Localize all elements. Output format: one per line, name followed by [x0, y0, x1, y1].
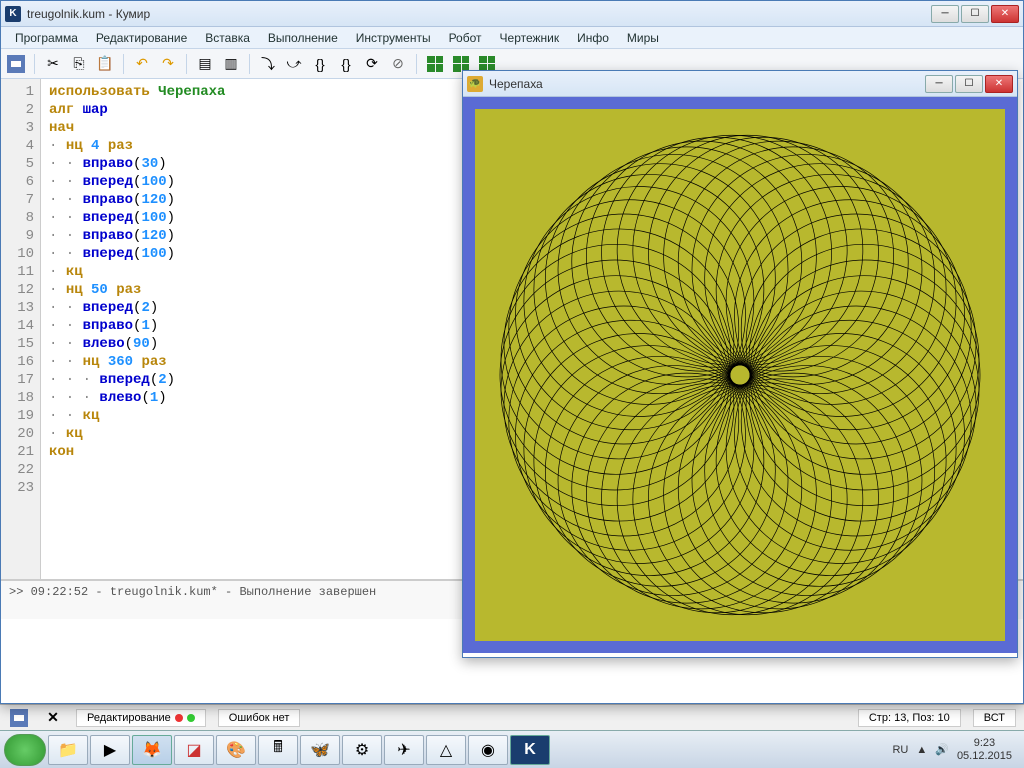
app-icon[interactable]: ✈: [384, 735, 424, 765]
lang-indicator[interactable]: RU: [892, 744, 908, 756]
turtle-canvas: [475, 109, 1005, 641]
chrome-icon[interactable]: ◉: [468, 735, 508, 765]
turtle-titlebar: 🐢 Черепаха ─ ☐ ✕: [463, 71, 1017, 97]
tool-icon[interactable]: ▥: [220, 53, 242, 75]
taskbar: 📁 ▶ 🦊 ◪ 🎨 🖩 🦋 ⚙ ✈ △ ◉ K RU ▲ 🔊 9:23 05.1…: [0, 730, 1024, 768]
menu-item[interactable]: Чертежник: [492, 29, 568, 47]
menu-item[interactable]: Вставка: [197, 29, 258, 47]
maximize-button[interactable]: ☐: [961, 5, 989, 23]
turtle-window: 🐢 Черепаха ─ ☐ ✕: [462, 70, 1018, 658]
close-x-icon[interactable]: ✕: [42, 707, 64, 729]
app-icon[interactable]: ⚙: [342, 735, 382, 765]
explorer-icon[interactable]: 📁: [48, 735, 88, 765]
menu-item[interactable]: Инфо: [569, 29, 617, 47]
app-icon: K: [5, 6, 21, 22]
app-icon[interactable]: 🦋: [300, 735, 340, 765]
save-icon[interactable]: [5, 53, 27, 75]
start-button[interactable]: [4, 734, 46, 766]
undo-icon[interactable]: ↶: [131, 53, 153, 75]
statusbar: ✕ Редактирование Ошибок нет Стр: 13, Поз…: [0, 704, 1024, 730]
turtle-canvas-outer: [463, 97, 1017, 653]
menu-item[interactable]: Робот: [441, 29, 490, 47]
app-icon[interactable]: △: [426, 735, 466, 765]
stop-icon[interactable]: ⊘: [387, 53, 409, 75]
cut-icon[interactable]: ✂: [42, 53, 64, 75]
braces-icon[interactable]: {}: [335, 53, 357, 75]
braces-icon[interactable]: {}: [309, 53, 331, 75]
line-gutter: 1234567891011121314151617181920212223: [1, 79, 41, 579]
run-icon[interactable]: ⟳: [361, 53, 383, 75]
menu-item[interactable]: Выполнение: [260, 29, 346, 47]
status-mode: Редактирование: [76, 709, 206, 727]
menu-item[interactable]: Миры: [619, 29, 667, 47]
main-titlebar: K treugolnik.kum - Кумир ─ ☐ ✕: [1, 1, 1023, 27]
copy-icon[interactable]: ⎘: [68, 53, 90, 75]
close-button[interactable]: ✕: [985, 75, 1013, 93]
turtle-title: Черепаха: [489, 77, 925, 91]
minimize-button[interactable]: ─: [931, 5, 959, 23]
app-icon[interactable]: ◪: [174, 735, 214, 765]
maximize-button[interactable]: ☐: [955, 75, 983, 93]
step-into-icon[interactable]: ⤵: [257, 53, 279, 75]
turtle-drawing: [475, 109, 1005, 641]
status-cursor: Стр: 13, Поз: 10: [858, 709, 961, 727]
kumir-icon[interactable]: K: [510, 735, 550, 765]
menu-item[interactable]: Редактирование: [88, 29, 195, 47]
minimize-button[interactable]: ─: [925, 75, 953, 93]
clock[interactable]: 9:23 05.12.2015: [957, 737, 1012, 763]
menu-item[interactable]: Программа: [7, 29, 86, 47]
tool-icon[interactable]: ▤: [194, 53, 216, 75]
save-icon[interactable]: [8, 707, 30, 729]
tray-icon[interactable]: ▲: [916, 744, 927, 756]
menubar: ПрограммаРедактированиеВставкаВыполнение…: [1, 27, 1023, 49]
volume-icon[interactable]: 🔊: [935, 743, 949, 756]
grid-icon[interactable]: [424, 53, 446, 75]
status-errors: Ошибок нет: [218, 709, 301, 727]
paint-icon[interactable]: 🎨: [216, 735, 256, 765]
calc-icon[interactable]: 🖩: [258, 735, 298, 765]
window-title: treugolnik.kum - Кумир: [27, 7, 931, 21]
paste-icon[interactable]: 📋: [94, 53, 116, 75]
turtle-icon: 🐢: [467, 76, 483, 92]
firefox-icon[interactable]: 🦊: [132, 735, 172, 765]
close-button[interactable]: ✕: [991, 5, 1019, 23]
status-insert: ВСТ: [973, 709, 1016, 727]
menu-item[interactable]: Инструменты: [348, 29, 439, 47]
system-tray: RU ▲ 🔊 9:23 05.12.2015: [884, 737, 1020, 763]
media-icon[interactable]: ▶: [90, 735, 130, 765]
redo-icon[interactable]: ↷: [157, 53, 179, 75]
step-over-icon[interactable]: ⤻: [283, 53, 305, 75]
